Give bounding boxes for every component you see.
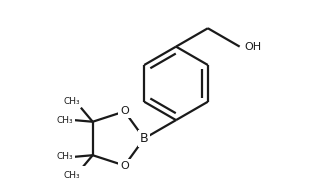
Text: B: B (140, 132, 148, 145)
Text: CH₃: CH₃ (63, 97, 80, 106)
Text: OH: OH (244, 42, 261, 52)
Text: O: O (120, 106, 129, 116)
Text: O: O (120, 161, 129, 171)
Text: CH₃: CH₃ (56, 116, 73, 125)
Text: CH₃: CH₃ (56, 152, 73, 161)
Text: CH₃: CH₃ (63, 171, 80, 180)
